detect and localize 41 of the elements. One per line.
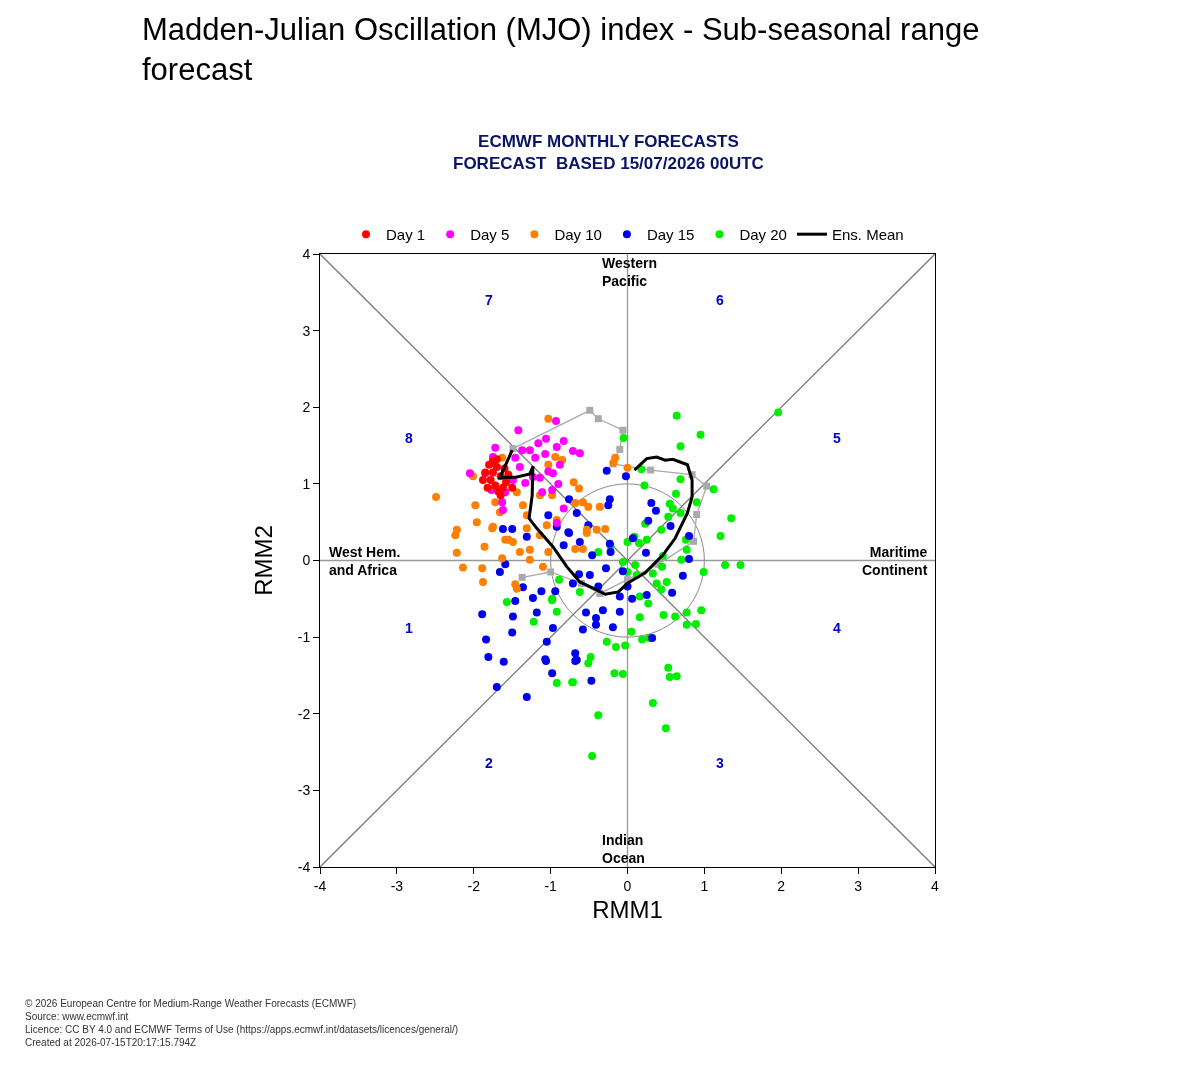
- annotation: 2: [485, 755, 493, 771]
- y-tick-label: 3: [302, 322, 311, 339]
- annotation: 6: [716, 292, 724, 308]
- annotation: 7: [485, 292, 493, 308]
- annotation: Maritime Continent: [862, 544, 928, 579]
- legend-label: Day 5: [470, 226, 510, 244]
- legend-label: Ens. Mean: [831, 226, 904, 244]
- x-axis-title: RMM1: [592, 896, 663, 924]
- y-tick-label: 0: [302, 552, 311, 569]
- x-tick-label: 0: [623, 877, 632, 894]
- annotation: 4: [833, 620, 841, 636]
- annotation: 1: [405, 620, 413, 636]
- annotation: 8: [405, 430, 413, 446]
- y-tick-label: 4: [302, 245, 311, 262]
- x-tick-label: 4: [931, 877, 940, 894]
- y-tick-label: -4: [297, 858, 311, 875]
- x-tick-label: -1: [544, 877, 558, 894]
- y-tick-label: 1: [302, 475, 311, 492]
- legend-label: Day 10: [554, 226, 602, 244]
- annotation: Indian Ocean: [602, 832, 645, 867]
- annotation: Western Pacific: [602, 255, 657, 290]
- chart-subtitle: ECMWF MONTHLY FORECASTS FORECAST BASED 15/07/2026 00UTC: [453, 132, 764, 174]
- legend-label: Day 15: [646, 226, 695, 244]
- annotation: 3: [716, 755, 724, 771]
- legend-label: Day 1: [386, 226, 426, 244]
- legend-label: Day 20: [739, 226, 787, 244]
- y-axis-title: RMM2: [249, 525, 277, 596]
- x-tick-label: 2: [777, 877, 786, 894]
- x-tick-label: -3: [390, 877, 404, 894]
- x-tick-label: -2: [467, 877, 481, 894]
- y-tick-label: -1: [297, 629, 311, 646]
- x-tick-label: 3: [854, 877, 863, 894]
- y-tick-label: -3: [297, 782, 311, 799]
- text: © 2026 European Centre for Medium-Range Weather Forecasts (ECMWF) Source: www.ecmwf.int Licence: CC BY 4.0 and ECMWF Terms of Use (https://apps.ecmwf.int/datasets/licences/general/) Created at 2026-07-15T20:17:15.794Z: [25, 998, 459, 1048]
- y-tick-label: 2: [302, 399, 311, 416]
- chart-title: Madden-Julian Oscillation (MJO) index - Sub-seasonal range forecast: [142, 12, 980, 88]
- x-tick-label: -4: [313, 877, 327, 894]
- annotation: West Hem. and Africa: [329, 544, 401, 579]
- x-tick-label: 1: [700, 877, 709, 894]
- y-tick-label: -2: [297, 705, 311, 722]
- annotation: 5: [833, 430, 841, 446]
